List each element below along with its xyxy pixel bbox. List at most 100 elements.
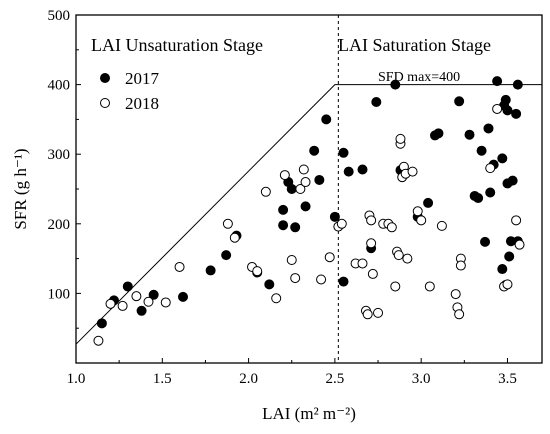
- y-tick-label: 500: [48, 8, 71, 24]
- data-point-2018: [386, 222, 397, 233]
- x-tick-label: 3.0: [412, 371, 431, 387]
- stage-label-saturation: LAI Saturation Stage: [338, 35, 491, 55]
- data-point-2018: [260, 186, 271, 197]
- data-point-2018: [402, 253, 413, 264]
- data-point-2017: [480, 236, 491, 247]
- data-point-2017: [464, 129, 475, 140]
- data-point-2018: [290, 273, 301, 284]
- data-point-2017: [300, 201, 311, 212]
- data-point-2018: [514, 239, 525, 250]
- legend-marker-2017: [100, 73, 110, 83]
- data-point-2018: [105, 298, 116, 309]
- data-point-2017: [502, 105, 513, 116]
- data-point-2017: [512, 79, 523, 90]
- data-point-2017: [473, 193, 484, 204]
- data-point-2018: [390, 281, 401, 292]
- data-point-2017: [492, 76, 503, 87]
- data-point-2018: [366, 215, 377, 226]
- data-point-2018: [485, 163, 496, 174]
- data-point-2017: [278, 220, 289, 231]
- data-point-2018: [336, 218, 347, 229]
- data-point-2017: [343, 166, 354, 177]
- data-point-2018: [324, 252, 335, 263]
- data-point-2018: [367, 268, 378, 279]
- data-point-2017: [338, 147, 349, 158]
- data-point-2018: [93, 335, 104, 346]
- data-point-2018: [395, 133, 406, 144]
- y-tick-label: 200: [48, 217, 71, 233]
- data-point-2017: [329, 211, 340, 222]
- data-point-2017: [433, 128, 444, 139]
- x-tick-label: 1.0: [67, 371, 86, 387]
- data-point-2017: [511, 108, 522, 119]
- data-point-2018: [300, 177, 311, 188]
- data-point-2017: [497, 153, 508, 164]
- x-tick-label: 2.0: [239, 371, 258, 387]
- data-point-2017: [507, 175, 518, 186]
- data-point-2018: [252, 266, 263, 277]
- data-point-2017: [221, 250, 232, 261]
- data-point-2018: [454, 309, 465, 320]
- legend-label-2018: 2018: [125, 94, 159, 113]
- data-point-2017: [454, 96, 465, 107]
- data-point-2018: [362, 309, 373, 320]
- data-point-2017: [321, 114, 332, 125]
- y-axis-title: SFR (g h⁻¹): [11, 148, 30, 229]
- data-point-2018: [316, 274, 327, 285]
- data-point-2018: [450, 289, 461, 300]
- data-point-2018: [407, 166, 418, 177]
- data-point-2017: [314, 174, 325, 185]
- data-point-2017: [497, 264, 508, 275]
- data-point-2018: [373, 307, 384, 318]
- data-point-2018: [222, 218, 233, 229]
- y-tick-label: 400: [48, 78, 71, 94]
- data-point-2018: [286, 254, 297, 265]
- data-point-2017: [96, 318, 107, 329]
- data-point-2018: [357, 258, 368, 269]
- x-tick-label: 1.5: [153, 371, 172, 387]
- sfd-max-annotation: SFD max=400: [378, 70, 460, 85]
- data-point-2017: [178, 291, 189, 302]
- data-point-2018: [229, 232, 240, 243]
- data-point-2018: [174, 261, 185, 272]
- data-point-2018: [424, 281, 435, 292]
- legend-label-2017: 2017: [125, 69, 160, 88]
- data-point-2018: [366, 238, 377, 249]
- plot-area: 1.0 1.5 2.0 2.5 3.0 3.5 100 200 300 400 500: [48, 8, 543, 387]
- data-point-2017: [338, 276, 349, 287]
- stage-label-unsaturation: LAI Unsaturation Stage: [91, 35, 263, 55]
- data-point-2018: [117, 300, 128, 311]
- data-point-2017: [286, 184, 297, 194]
- data-point-2018: [298, 164, 309, 175]
- data-point-2018: [455, 260, 466, 271]
- data-point-2017: [278, 204, 289, 215]
- data-point-2018: [143, 296, 154, 307]
- data-point-2017: [309, 145, 320, 156]
- y-tick-label: 100: [48, 286, 71, 302]
- data-point-2018: [295, 184, 306, 194]
- legend-marker-2018: [100, 98, 110, 108]
- data-point-2018: [393, 250, 404, 261]
- data-point-2017: [476, 145, 487, 156]
- x-axis-title: LAI (m² m⁻²): [262, 404, 356, 423]
- data-point-2017: [485, 187, 496, 198]
- data-point-2017: [205, 265, 216, 276]
- data-point-2018: [502, 279, 513, 290]
- boundary-line: [75, 84, 542, 345]
- data-point-2017: [264, 279, 275, 290]
- data-point-2017: [122, 281, 133, 292]
- x-tick-label: 2.5: [326, 371, 345, 387]
- data-point-2017: [390, 79, 401, 90]
- data-point-2017: [423, 197, 434, 208]
- data-point-2017: [357, 164, 368, 175]
- legend: 2017 2018: [100, 69, 160, 113]
- data-point-2018: [412, 206, 423, 217]
- data-point-2017: [500, 94, 511, 105]
- data-point-2017: [136, 305, 147, 316]
- data-point-2017: [483, 123, 494, 134]
- data-point-2018: [436, 220, 447, 231]
- y-tick-label: 300: [48, 147, 71, 163]
- x-tick-label: 3.5: [498, 371, 517, 387]
- data-point-2018: [416, 215, 427, 226]
